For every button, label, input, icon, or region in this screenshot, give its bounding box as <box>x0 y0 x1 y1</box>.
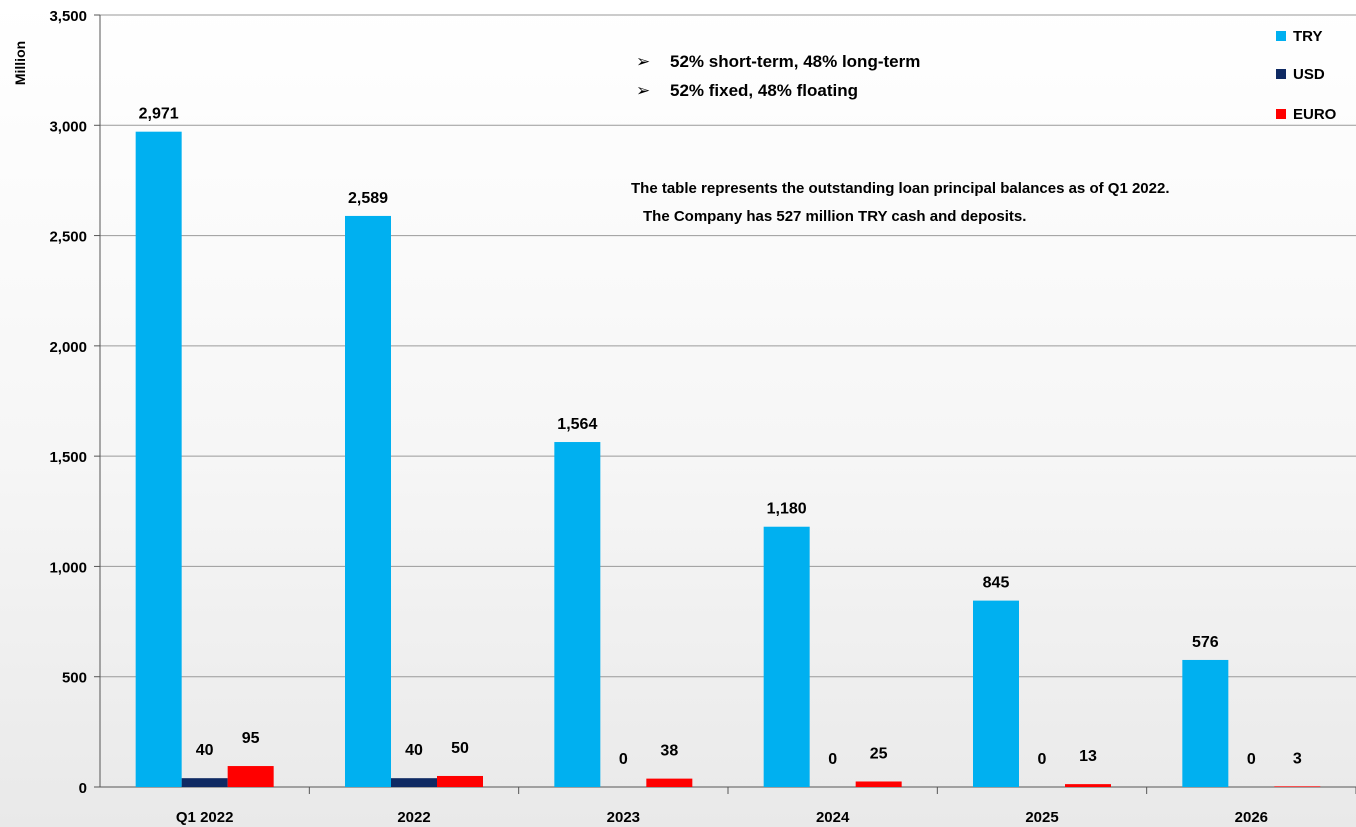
legend-swatch-euro <box>1276 109 1286 119</box>
bar-euro <box>437 775 483 787</box>
legend-label-euro: EURO <box>1293 106 1337 123</box>
data-label-usd: 0 <box>1247 751 1256 768</box>
x-tick-label: 2025 <box>1025 809 1058 826</box>
bar-try <box>763 526 810 787</box>
bullet-2: 52% fixed, 48% floating <box>670 81 858 100</box>
data-label-usd: 0 <box>1038 751 1047 768</box>
data-label-usd: 0 <box>828 751 837 768</box>
y-tick-label: 1,500 <box>49 449 87 466</box>
note-line-1: The table represents the outstanding loa… <box>631 180 1169 197</box>
bar-usd <box>181 778 228 787</box>
legend-swatch-try <box>1276 31 1286 41</box>
y-tick-label: 3,000 <box>49 118 87 135</box>
bullet-1: 52% short-term, 48% long-term <box>670 52 920 71</box>
bar-usd <box>391 778 437 787</box>
x-tick-label: Q1 2022 <box>176 809 234 826</box>
bar-try <box>345 215 391 788</box>
y-tick-label: 2,000 <box>49 339 87 356</box>
note-annotations: The table represents the outstanding loa… <box>631 180 1169 225</box>
data-label-try: 576 <box>1192 634 1219 651</box>
bar-try <box>554 442 601 787</box>
data-label-usd: 40 <box>196 742 214 759</box>
data-label-try: 2,971 <box>139 106 179 123</box>
legend-label-try: TRY <box>1293 28 1322 45</box>
data-label-euro: 95 <box>242 730 260 747</box>
gridlines <box>94 14 1356 788</box>
y-tick-label: 1,000 <box>49 559 87 576</box>
bar-try <box>135 131 182 788</box>
bullet-arrow-icon: ➢ <box>636 81 650 100</box>
y-tick-label: 500 <box>62 670 87 687</box>
y-axis-label: Million <box>12 41 28 85</box>
note-line-2: The Company has 527 million TRY cash and… <box>643 208 1026 225</box>
y-tick-label: 2,500 <box>49 229 87 246</box>
legend-label-usd: USD <box>1293 66 1325 83</box>
data-label-euro: 25 <box>870 745 888 762</box>
y-axis-ticks: 0 500 1,000 1,500 2,000 2,500 3,000 3,500 <box>49 8 87 797</box>
x-tick-label: 2024 <box>816 809 850 826</box>
data-label-try: 1,564 <box>557 416 597 433</box>
bar-try <box>973 600 1019 787</box>
bar-euro <box>1065 784 1111 787</box>
bullet-annotations: ➢ 52% short-term, 48% long-term ➢ 52% fi… <box>636 52 920 100</box>
legend: TRY USD EURO <box>1276 28 1337 123</box>
data-label-euro: 50 <box>451 740 469 757</box>
bar-euro <box>855 781 902 787</box>
bar-try <box>1182 659 1229 787</box>
bar-euro <box>1274 786 1321 787</box>
bars: 2,971 40 95 2,589 40 50 1,564 0 38 1,180 0 25 845 0 13… <box>135 106 1321 788</box>
x-tick-label: 2026 <box>1235 809 1268 826</box>
bar-euro <box>646 778 693 787</box>
legend-swatch-usd <box>1276 69 1286 79</box>
x-tick-label: 2022 <box>397 809 430 826</box>
y-tick-label: 0 <box>79 780 87 797</box>
data-label-try: 2,589 <box>348 190 388 207</box>
y-tick-label: 3,500 <box>49 8 87 25</box>
data-label-euro: 13 <box>1079 748 1097 765</box>
data-label-usd: 0 <box>619 751 628 768</box>
data-label-usd: 40 <box>405 742 423 759</box>
bullet-arrow-icon: ➢ <box>636 52 650 71</box>
bar-euro <box>227 766 274 787</box>
data-label-euro: 38 <box>660 743 678 760</box>
x-tick-label: 2023 <box>607 809 640 826</box>
data-label-try: 845 <box>983 575 1010 592</box>
data-label-euro: 3 <box>1293 750 1302 767</box>
data-label-try: 1,180 <box>767 501 807 518</box>
x-axis-ticks: Q1 2022 2022 2023 2024 2025 2026 <box>176 787 1356 826</box>
